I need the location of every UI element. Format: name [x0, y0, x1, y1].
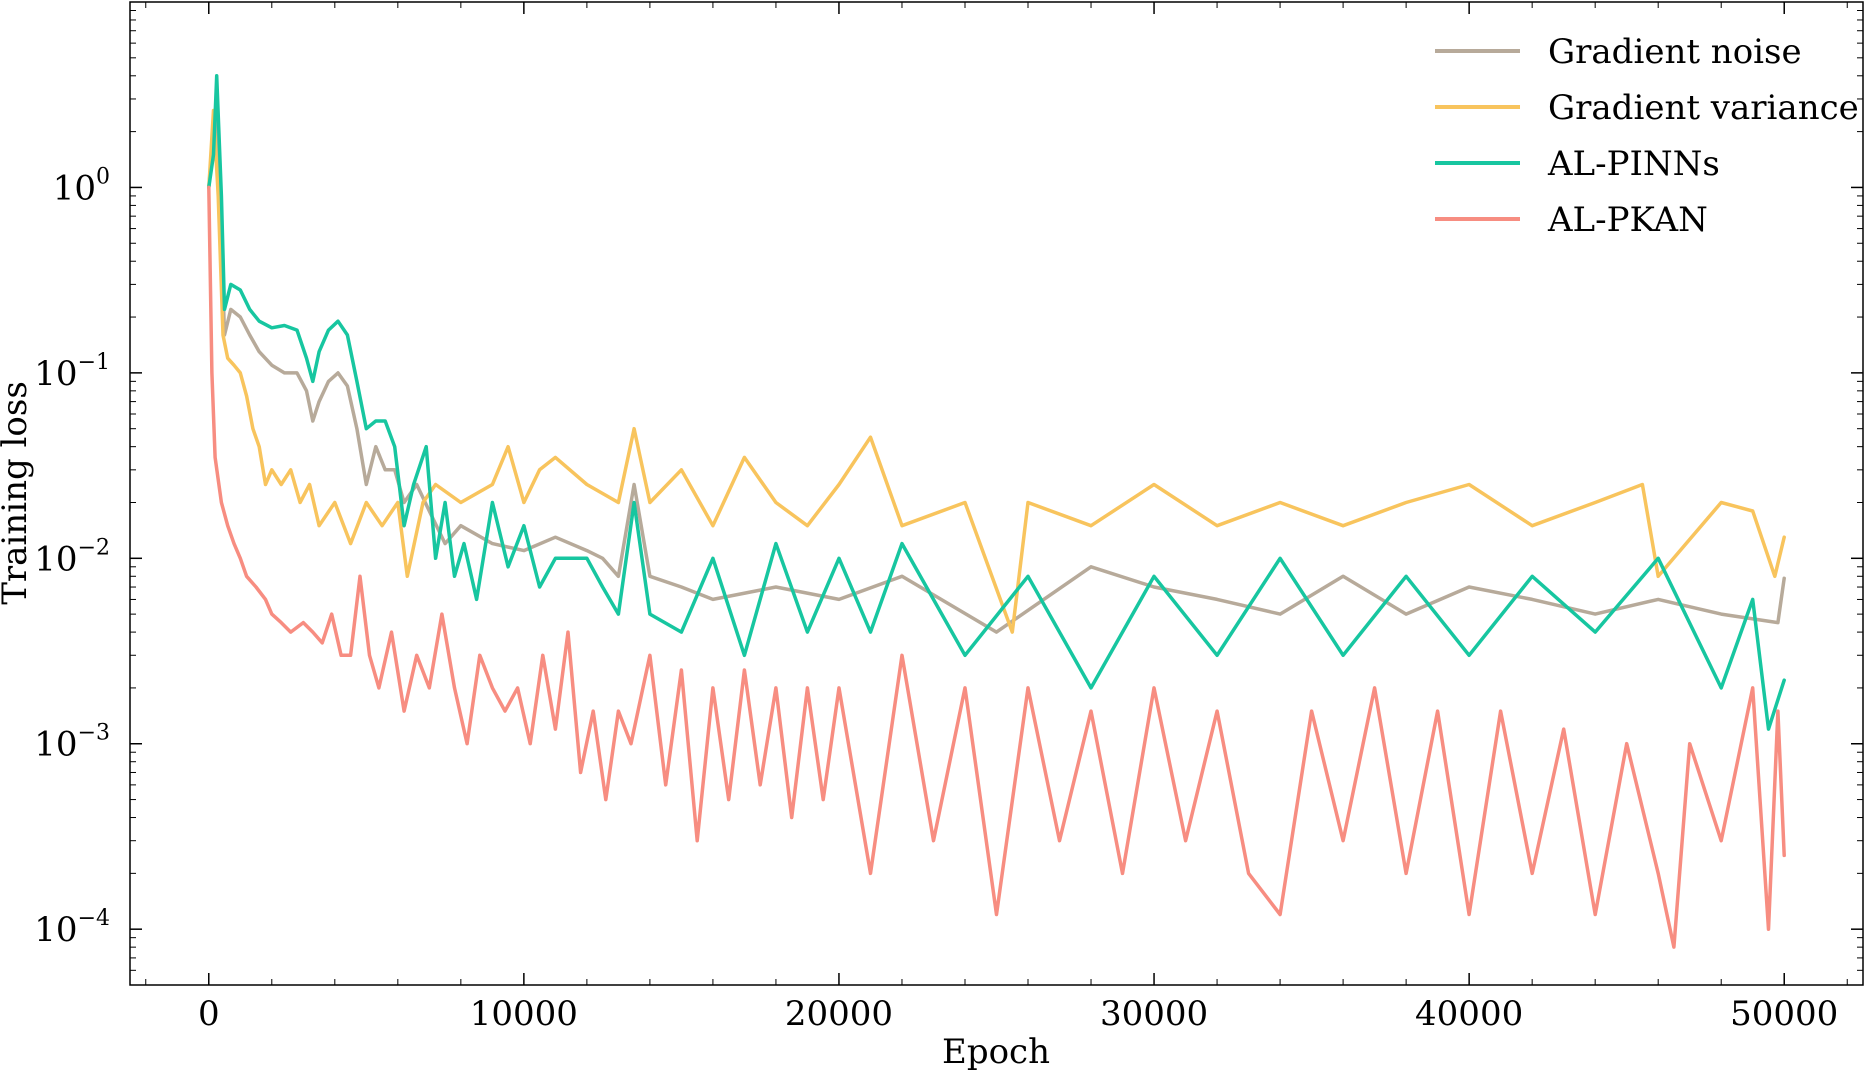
y-tick-label: 10−1: [34, 350, 110, 394]
x-axis-title: Epoch: [942, 1032, 1050, 1072]
x-tick-label: 30000: [1100, 994, 1208, 1034]
y-tick-label: 10−4: [34, 906, 110, 950]
y-tick-label: 100: [53, 164, 110, 208]
x-tick-label: 10000: [470, 994, 578, 1034]
y-axis-title: Training loss: [0, 381, 35, 605]
x-tick-label: 40000: [1415, 994, 1523, 1034]
series-line-2: [207, 108, 1786, 634]
x-tick-label: 50000: [1730, 994, 1838, 1034]
tick-layer: 0 10000 20000 30000 40000 50000 100 10−1 10−2 10−…: [34, 2, 1863, 1034]
y-tick-label: 10−3: [34, 721, 110, 765]
legend-label-2: Gradient variance: [1548, 88, 1859, 128]
series-line-1: [207, 115, 1786, 634]
plot-frame: [129, 1, 1864, 986]
y-tick-label: 10−2: [34, 535, 110, 579]
legend-label-3: AL-PINNs: [1547, 144, 1720, 184]
legend-label-1: Gradient noise: [1548, 32, 1802, 72]
legend: Gradient noise Gradient variance AL-PINNs A…: [1435, 32, 1859, 240]
x-tick-label: 0: [198, 994, 220, 1034]
series-line-3: [207, 74, 1786, 731]
x-tick-label: 20000: [785, 994, 893, 1034]
legend-label-4: AL-PKAN: [1547, 200, 1708, 240]
series-line-4: [207, 185, 1786, 949]
series-layer: [207, 74, 1786, 949]
